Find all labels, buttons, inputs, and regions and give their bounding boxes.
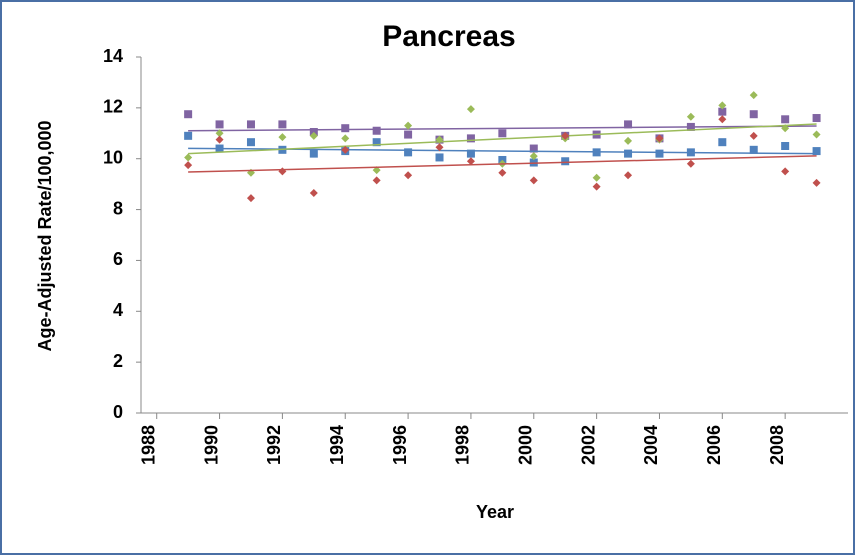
y-tick-label: 0 [113, 402, 123, 422]
y-tick-label: 14 [103, 46, 123, 66]
point [309, 131, 318, 140]
x-tick-label: 1992 [264, 425, 284, 465]
point [529, 176, 538, 185]
point [372, 126, 381, 135]
point [749, 145, 758, 154]
point [592, 148, 601, 157]
point [686, 159, 695, 168]
x-tick-label: 1998 [453, 425, 473, 465]
point [372, 176, 381, 185]
point [404, 171, 413, 180]
point [466, 105, 475, 114]
point [435, 153, 444, 162]
point [309, 189, 318, 198]
point [341, 134, 350, 143]
point [718, 115, 727, 124]
point [215, 120, 224, 129]
point [404, 130, 413, 139]
point [341, 124, 350, 133]
point [215, 129, 224, 138]
point [372, 138, 381, 147]
point [372, 166, 381, 175]
x-tick-label: 2000 [516, 425, 536, 465]
point [278, 167, 287, 176]
point [718, 101, 727, 110]
point [529, 144, 538, 153]
point [466, 134, 475, 143]
point [184, 153, 193, 162]
trend-line [188, 125, 817, 132]
point [781, 167, 790, 176]
point [341, 145, 350, 154]
x-axis-label: Year [476, 502, 514, 522]
point [592, 182, 601, 191]
x-tick-label: 1996 [390, 425, 410, 465]
point [404, 121, 413, 130]
y-axis-label: Age-Adjusted Rate/100,000 [35, 120, 55, 351]
point [435, 135, 444, 144]
trend-line [188, 123, 817, 155]
chart-title: Pancreas [382, 20, 515, 53]
point [624, 149, 633, 158]
trend-line [188, 155, 817, 173]
point [184, 161, 193, 170]
point [718, 107, 727, 116]
point [278, 133, 287, 142]
y-tick-label: 12 [103, 97, 123, 117]
point [184, 110, 193, 119]
point [718, 138, 727, 147]
point [686, 122, 695, 131]
point [749, 110, 758, 119]
point [529, 152, 538, 161]
point [624, 136, 633, 145]
point [655, 134, 664, 143]
point [812, 178, 821, 187]
x-tick-label: 1988 [138, 425, 158, 465]
point [749, 131, 758, 140]
y-tick-label: 6 [113, 249, 123, 269]
point [498, 168, 507, 177]
point [215, 144, 224, 153]
point [184, 131, 193, 140]
point [749, 91, 758, 100]
point [309, 149, 318, 158]
x-tick-label: 2002 [578, 425, 598, 465]
y-tick-label: 10 [103, 147, 123, 167]
point [686, 112, 695, 121]
x-tick-label: 2006 [704, 425, 724, 465]
point [246, 120, 255, 129]
y-tick-label: 8 [113, 198, 123, 218]
x-tick-label: 2004 [641, 425, 661, 465]
point [246, 194, 255, 203]
point [215, 135, 224, 144]
point [624, 171, 633, 180]
y-tick-label: 4 [113, 300, 123, 320]
x-tick-label: 2008 [767, 425, 787, 465]
point [278, 120, 287, 129]
point [404, 148, 413, 157]
point [592, 173, 601, 182]
point [812, 114, 821, 123]
point [781, 115, 790, 124]
point [561, 157, 570, 166]
point [655, 149, 664, 158]
y-tick-label: 2 [113, 351, 123, 371]
point [435, 143, 444, 152]
point [561, 131, 570, 140]
point [624, 120, 633, 129]
point [812, 130, 821, 139]
point [466, 157, 475, 166]
point [246, 138, 255, 147]
point [466, 149, 475, 158]
point [781, 142, 790, 150]
point [498, 129, 507, 138]
point [686, 148, 695, 157]
point [812, 147, 821, 156]
x-tick-label: 1990 [201, 425, 221, 465]
point [781, 124, 790, 133]
x-tick-label: 1994 [327, 425, 347, 465]
